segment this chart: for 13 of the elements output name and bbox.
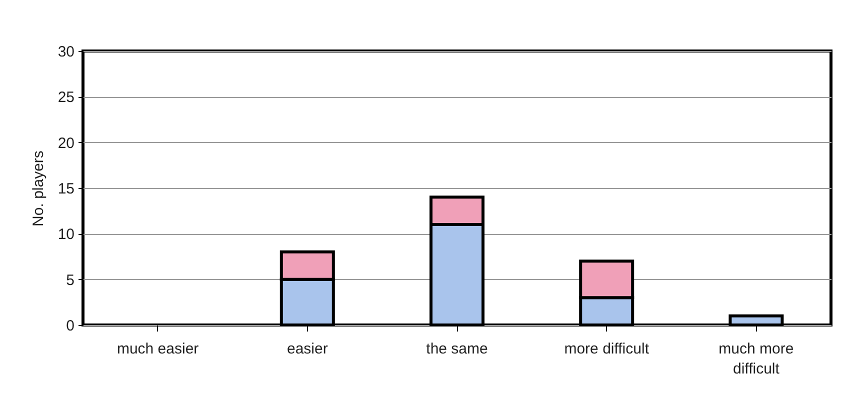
y-tick-label: 20 [58,134,74,152]
y-tick-label: 25 [58,89,74,106]
y-tick-label: 0 [66,318,74,334]
x-tick-label: much easier [116,340,199,358]
y-tick-label: 15 [58,180,74,198]
y-axis-title: No. players [30,150,47,226]
x-tick-label: much more difficult [718,340,794,378]
y-tick-label: 5 [66,272,74,289]
x-tick-label: the same [426,340,488,358]
x-tick-label: easier [286,340,328,358]
y-tick-label: 30 [58,44,74,60]
x-tick-label: more difficult [564,340,650,358]
y-tick-label: 10 [58,226,74,244]
